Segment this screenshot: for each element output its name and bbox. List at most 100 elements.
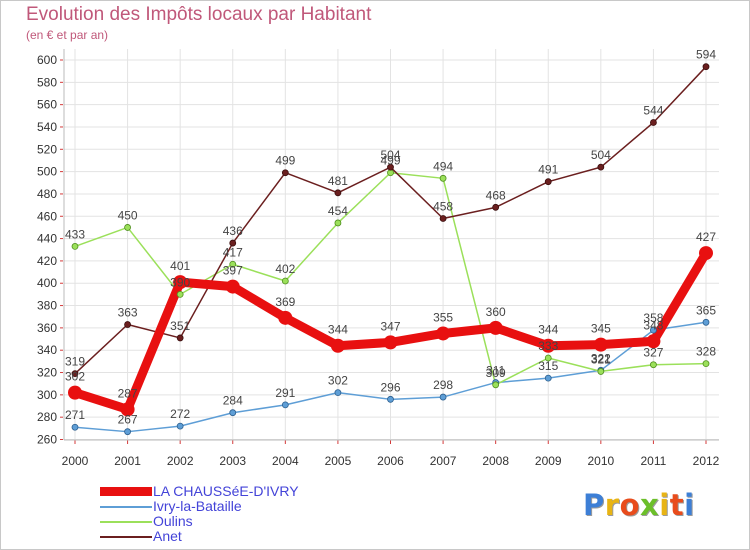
y-tick-label: 280 bbox=[37, 410, 57, 424]
data-label-3: 499 bbox=[275, 154, 295, 168]
series-point-3 bbox=[439, 215, 447, 222]
series-point-2 bbox=[597, 368, 605, 375]
data-label-1: 298 bbox=[433, 378, 453, 392]
data-label-3: 594 bbox=[696, 48, 716, 62]
series-point-0 bbox=[488, 320, 503, 335]
x-tick-label: 2008 bbox=[482, 454, 509, 468]
x-tick-label: 2000 bbox=[62, 454, 89, 468]
series-point-1 bbox=[439, 393, 447, 401]
series-point-3 bbox=[597, 163, 605, 171]
data-label-1: 365 bbox=[696, 303, 716, 317]
series-point-1 bbox=[124, 428, 131, 436]
data-label-1: 322 bbox=[591, 351, 611, 365]
x-tick-label: 2007 bbox=[430, 454, 457, 468]
y-tick-label: 260 bbox=[37, 433, 57, 447]
series-point-0 bbox=[120, 402, 135, 417]
x-tick-label: 2011 bbox=[641, 454, 667, 468]
legend-swatch bbox=[100, 521, 152, 523]
y-tick-label: 460 bbox=[37, 209, 57, 223]
data-label-2: 333 bbox=[538, 339, 558, 353]
y-tick-label: 540 bbox=[37, 120, 57, 134]
series-point-2 bbox=[492, 381, 500, 389]
series-point-2 bbox=[281, 277, 289, 285]
series-point-0 bbox=[68, 385, 82, 400]
data-label-1: 296 bbox=[380, 380, 400, 394]
series-point-0 bbox=[173, 275, 188, 290]
data-label-1: 272 bbox=[170, 407, 190, 421]
series-point-0 bbox=[541, 338, 556, 353]
y-tick-label: 580 bbox=[37, 75, 57, 89]
series-point-2 bbox=[71, 243, 79, 250]
data-label-2: 328 bbox=[696, 345, 716, 359]
series-point-2 bbox=[334, 219, 342, 227]
series-point-1 bbox=[387, 395, 394, 403]
series-point-2 bbox=[544, 354, 552, 362]
data-label-3: 504 bbox=[380, 148, 400, 162]
legend-item: Oulins bbox=[100, 514, 400, 529]
data-label-0: 347 bbox=[380, 319, 400, 333]
data-label-0: 427 bbox=[696, 230, 716, 244]
x-tick-label: 2004 bbox=[272, 454, 299, 468]
data-label-3: 436 bbox=[223, 224, 243, 238]
series-point-3 bbox=[387, 163, 394, 171]
data-label-3: 504 bbox=[591, 148, 611, 162]
y-tick-label: 400 bbox=[37, 276, 57, 290]
series-point-3 bbox=[544, 178, 552, 186]
legend-swatch bbox=[100, 536, 152, 538]
proxiti-logo: Proxiti bbox=[583, 488, 695, 522]
data-label-3: 351 bbox=[170, 319, 190, 333]
series-point-2 bbox=[176, 290, 184, 298]
series-point-0 bbox=[593, 337, 608, 352]
data-label-0: 360 bbox=[486, 305, 506, 319]
logo-letter: t bbox=[669, 488, 685, 522]
x-tick-label: 2010 bbox=[587, 454, 614, 468]
series-point-1 bbox=[650, 326, 657, 334]
data-label-2: 454 bbox=[328, 204, 348, 218]
series-point-3 bbox=[702, 63, 710, 71]
y-tick-label: 380 bbox=[37, 299, 57, 313]
legend-swatch bbox=[100, 487, 152, 496]
legend-label: Anet bbox=[153, 528, 182, 544]
series-point-1 bbox=[334, 389, 342, 397]
data-label-1: 311 bbox=[486, 364, 505, 378]
data-label-0: 287 bbox=[118, 386, 138, 400]
series-point-2 bbox=[387, 169, 394, 177]
data-label-0: 302 bbox=[65, 370, 85, 384]
series-point-0 bbox=[646, 334, 661, 349]
data-label-2: 402 bbox=[275, 262, 295, 276]
data-label-0: 355 bbox=[433, 310, 453, 324]
logo-letter: r bbox=[604, 488, 620, 522]
data-label-0: 344 bbox=[538, 323, 558, 337]
chart-subtitle: (en € et par an) bbox=[26, 28, 109, 42]
y-tick-label: 420 bbox=[37, 254, 57, 268]
logo-letter: x bbox=[640, 488, 660, 522]
data-label-3: 544 bbox=[643, 104, 663, 118]
logo-letter: P bbox=[583, 488, 605, 522]
data-label-2: 327 bbox=[643, 346, 663, 360]
legend-swatch bbox=[100, 506, 152, 508]
series-point-3 bbox=[71, 370, 79, 378]
chart-title: Evolution des Impôts locaux par Habitant bbox=[26, 4, 372, 25]
data-label-2: 309 bbox=[486, 366, 506, 380]
chart-legend: LA CHAUSSéE-D'IVRY Ivry-la-Bataille Oulins… bbox=[100, 484, 400, 544]
data-label-1: 284 bbox=[223, 394, 243, 408]
data-label-0: 369 bbox=[275, 295, 295, 309]
data-label-3: 458 bbox=[433, 199, 453, 213]
series-point-0 bbox=[699, 246, 713, 261]
data-label-2: 390 bbox=[170, 275, 190, 289]
legend-label: Ivry-la-Bataille bbox=[153, 498, 242, 514]
legend-label: Oulins bbox=[153, 513, 193, 529]
series-point-0 bbox=[278, 310, 293, 325]
legend-item: Anet bbox=[100, 529, 400, 544]
x-tick-label: 2005 bbox=[325, 454, 352, 468]
data-label-0: 348 bbox=[643, 318, 663, 332]
data-label-3: 319 bbox=[65, 355, 85, 369]
series-point-0 bbox=[330, 338, 345, 353]
logo-letter: i bbox=[659, 488, 670, 522]
y-tick-label: 480 bbox=[37, 187, 57, 201]
data-label-2: 433 bbox=[65, 227, 85, 241]
y-tick-label: 500 bbox=[37, 165, 57, 179]
logo-letter: i bbox=[684, 488, 695, 522]
data-label-1: 315 bbox=[538, 359, 558, 373]
